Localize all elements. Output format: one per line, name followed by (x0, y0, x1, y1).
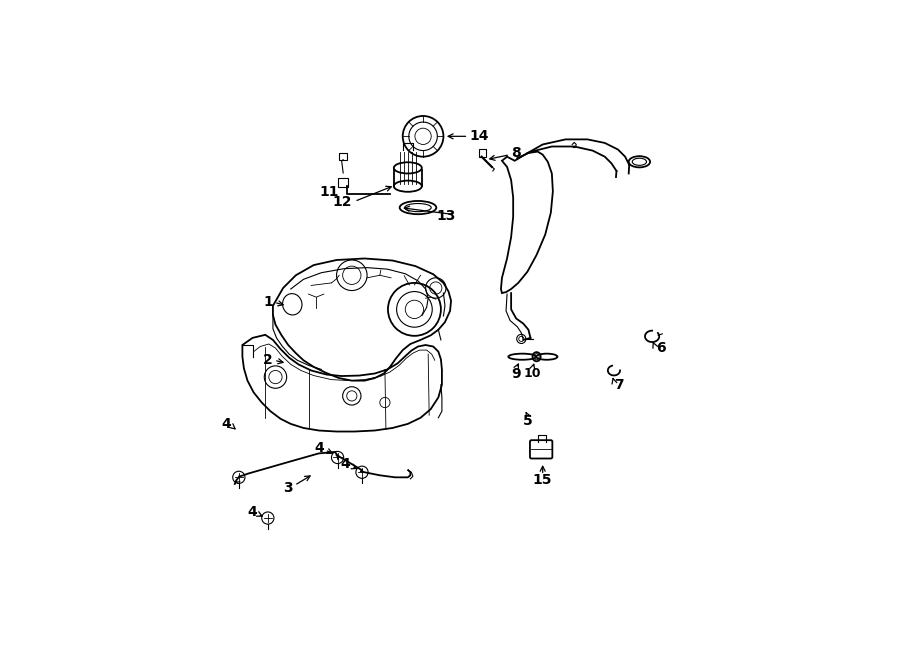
Text: 1: 1 (263, 295, 273, 309)
Text: 9: 9 (511, 366, 521, 381)
Text: 10: 10 (524, 367, 541, 380)
Text: 4: 4 (314, 441, 324, 455)
Text: 14: 14 (470, 130, 489, 143)
Text: 15: 15 (533, 473, 553, 487)
Text: 13: 13 (436, 209, 456, 223)
Text: 8: 8 (511, 146, 521, 160)
Text: 6: 6 (656, 341, 665, 355)
Text: 4: 4 (247, 505, 256, 519)
Text: 12: 12 (332, 196, 352, 210)
Text: 7: 7 (614, 377, 624, 392)
Text: 3: 3 (283, 481, 293, 494)
Text: 4: 4 (340, 457, 350, 471)
Text: 5: 5 (523, 414, 532, 428)
Text: 11: 11 (320, 185, 339, 200)
Text: 2: 2 (263, 353, 273, 368)
Text: 4: 4 (221, 417, 231, 432)
